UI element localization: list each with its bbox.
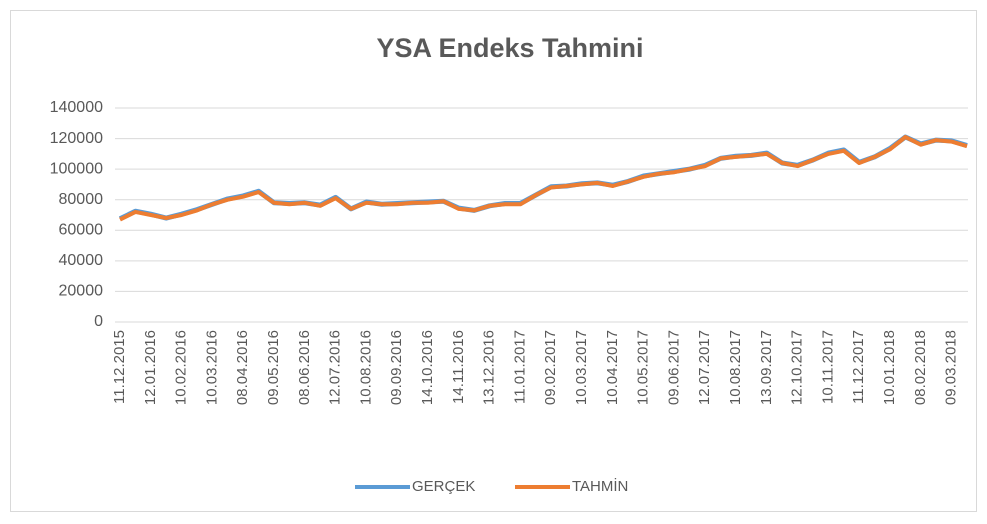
- x-tick-label: 10.08.2016: [357, 330, 374, 405]
- x-tick-label: 09.09.2016: [388, 330, 405, 405]
- y-tick-label: 100000: [50, 160, 103, 177]
- x-tick-label: 08.02.2018: [912, 330, 929, 405]
- x-tick-label: 13.12.2016: [481, 330, 498, 405]
- x-tick-label: 10.03.2016: [203, 330, 220, 405]
- x-tick-label: 10.08.2017: [727, 330, 744, 405]
- chart-title: YSA Endeks Tahmini: [376, 33, 643, 63]
- x-tick-label: 08.04.2016: [234, 330, 251, 405]
- series-line: [119, 135, 968, 222]
- y-tick-label: 80000: [59, 191, 104, 208]
- legend-label: GERÇEK: [412, 478, 475, 495]
- x-tick-label: 08.06.2016: [296, 330, 313, 405]
- y-tick-label: 40000: [59, 252, 104, 269]
- legend-label: TAHMİN: [572, 477, 628, 495]
- x-tick-label: 09.02.2017: [542, 330, 559, 405]
- x-tick-label: 09.06.2017: [665, 330, 682, 405]
- x-tick-label: 11.01.2017: [511, 330, 528, 404]
- y-tick-label: 20000: [59, 283, 104, 300]
- x-tick-label: 11.12.2015: [111, 330, 128, 404]
- x-tick-label: 11.12.2017: [850, 330, 867, 404]
- x-tick-label: 13.09.2017: [758, 330, 775, 405]
- x-tick-label: 10.04.2017: [604, 330, 621, 405]
- y-tick-label: 0: [94, 313, 103, 330]
- x-tick-label: 09.05.2016: [265, 330, 282, 405]
- x-tick-label: 12.10.2017: [789, 330, 806, 405]
- x-tick-label: 10.03.2017: [573, 330, 590, 405]
- y-tick-label: 60000: [59, 222, 104, 239]
- x-tick-label: 09.03.2018: [943, 330, 960, 405]
- x-tick-label: 14.11.2016: [450, 330, 467, 404]
- y-tick-label: 120000: [50, 130, 103, 147]
- x-tick-label: 14.10.2016: [419, 330, 436, 405]
- x-tick-label: 10.11.2017: [819, 330, 836, 404]
- y-tick-label: 140000: [50, 99, 103, 116]
- x-tick-label: 10.02.2016: [173, 330, 190, 405]
- x-tick-label: 10.01.2018: [881, 330, 898, 405]
- x-tick-label: 12.07.2016: [327, 330, 344, 405]
- x-tick-label: 12.01.2016: [142, 330, 159, 405]
- x-tick-label: 12.07.2017: [696, 330, 713, 405]
- x-tick-label: 10.05.2017: [635, 330, 652, 405]
